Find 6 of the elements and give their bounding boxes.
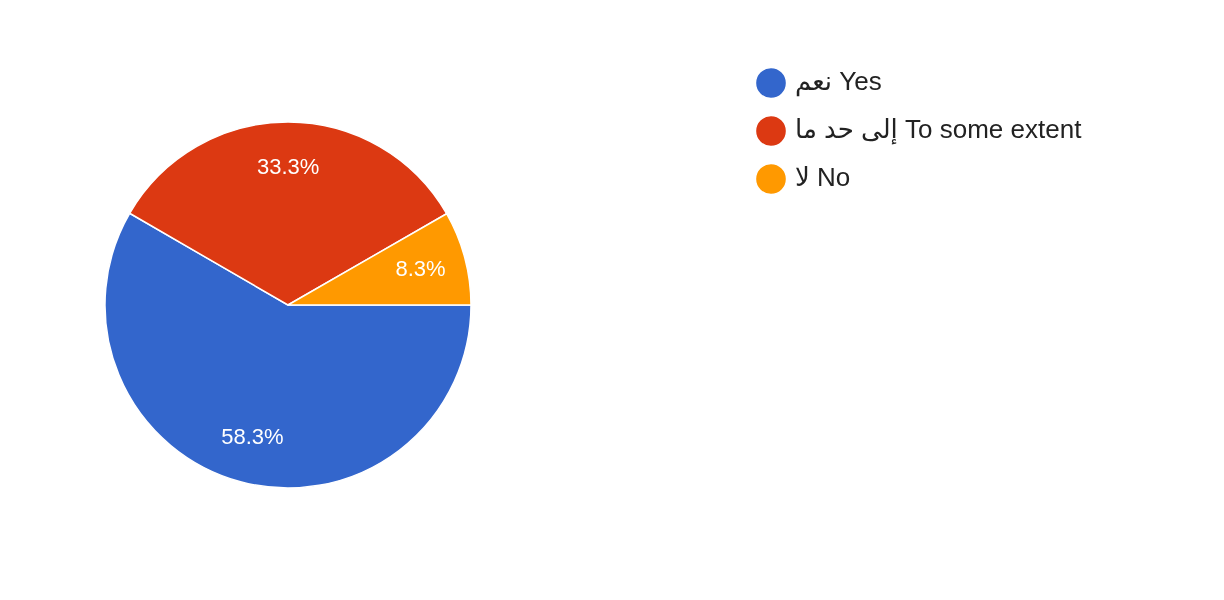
legend-label: لا No (795, 162, 851, 193)
legend-label: إلى حد ما To some extent (795, 114, 1083, 146)
legend-label: نعم Yes (795, 66, 882, 98)
data-label: 33.3% (257, 153, 320, 179)
data-label: 8.3% (395, 255, 446, 281)
data-label: 58.3% (221, 423, 284, 449)
